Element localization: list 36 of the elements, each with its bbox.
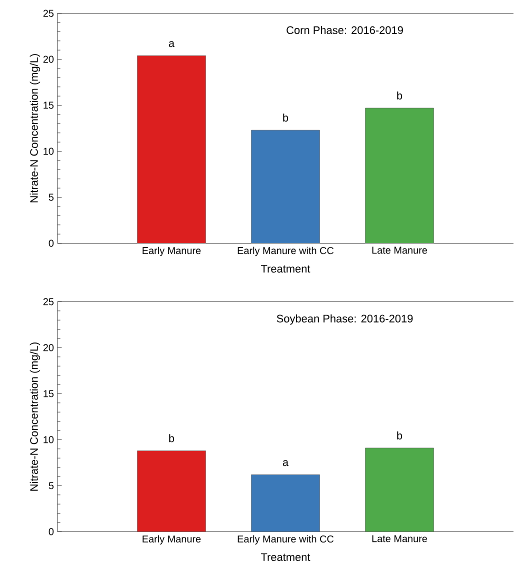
x-axis-title: Treatment xyxy=(260,264,310,273)
bar xyxy=(251,130,320,244)
text: Corn Phase: 2016-2019 xyxy=(286,26,403,34)
bar xyxy=(137,55,206,244)
y-tick-label: 25 xyxy=(43,10,54,17)
y-axis-title: Nitrate-N Concentration (mg/L) xyxy=(30,342,40,491)
x-tick-label: Late Manure xyxy=(372,246,428,254)
y-tick-label: 15 xyxy=(44,390,54,398)
annotation: b xyxy=(169,434,174,442)
y-tick-label: 0 xyxy=(48,240,54,247)
y-tick-label: 15 xyxy=(44,102,54,109)
x-tick-label: Early Manure with CC xyxy=(238,246,334,256)
annotation: a xyxy=(168,41,175,48)
y-tick-label: 25 xyxy=(43,298,54,306)
text: Soybean Phase: 2016-2019 xyxy=(276,314,413,325)
y-tick-label: 0 xyxy=(48,528,54,536)
annotation: b xyxy=(397,431,402,440)
y-axis-title: Nitrate-N Concentration (mg/L) xyxy=(30,54,40,202)
y-tick-label: 5 xyxy=(48,482,54,490)
x-tick-label: Late Manure xyxy=(372,535,428,542)
x-axis-title: Treatment xyxy=(260,553,310,561)
y-tick-label: 20 xyxy=(43,56,54,63)
annotation: b xyxy=(397,91,402,100)
bar xyxy=(365,108,434,244)
annotation: a xyxy=(282,460,289,466)
x-tick-label: Early Manure with CC xyxy=(238,535,334,544)
y-tick-label: 20 xyxy=(43,344,54,352)
x-tick-label: Early Manure xyxy=(142,535,201,544)
bar xyxy=(365,448,434,532)
x-tick-label: Early Manure xyxy=(142,246,201,256)
y-tick-label: 10 xyxy=(44,148,54,155)
bar xyxy=(137,450,206,532)
bar xyxy=(251,474,320,532)
y-tick-label: 10 xyxy=(44,436,54,444)
y-tick-label: 5 xyxy=(48,194,54,201)
annotation: b xyxy=(283,114,288,122)
